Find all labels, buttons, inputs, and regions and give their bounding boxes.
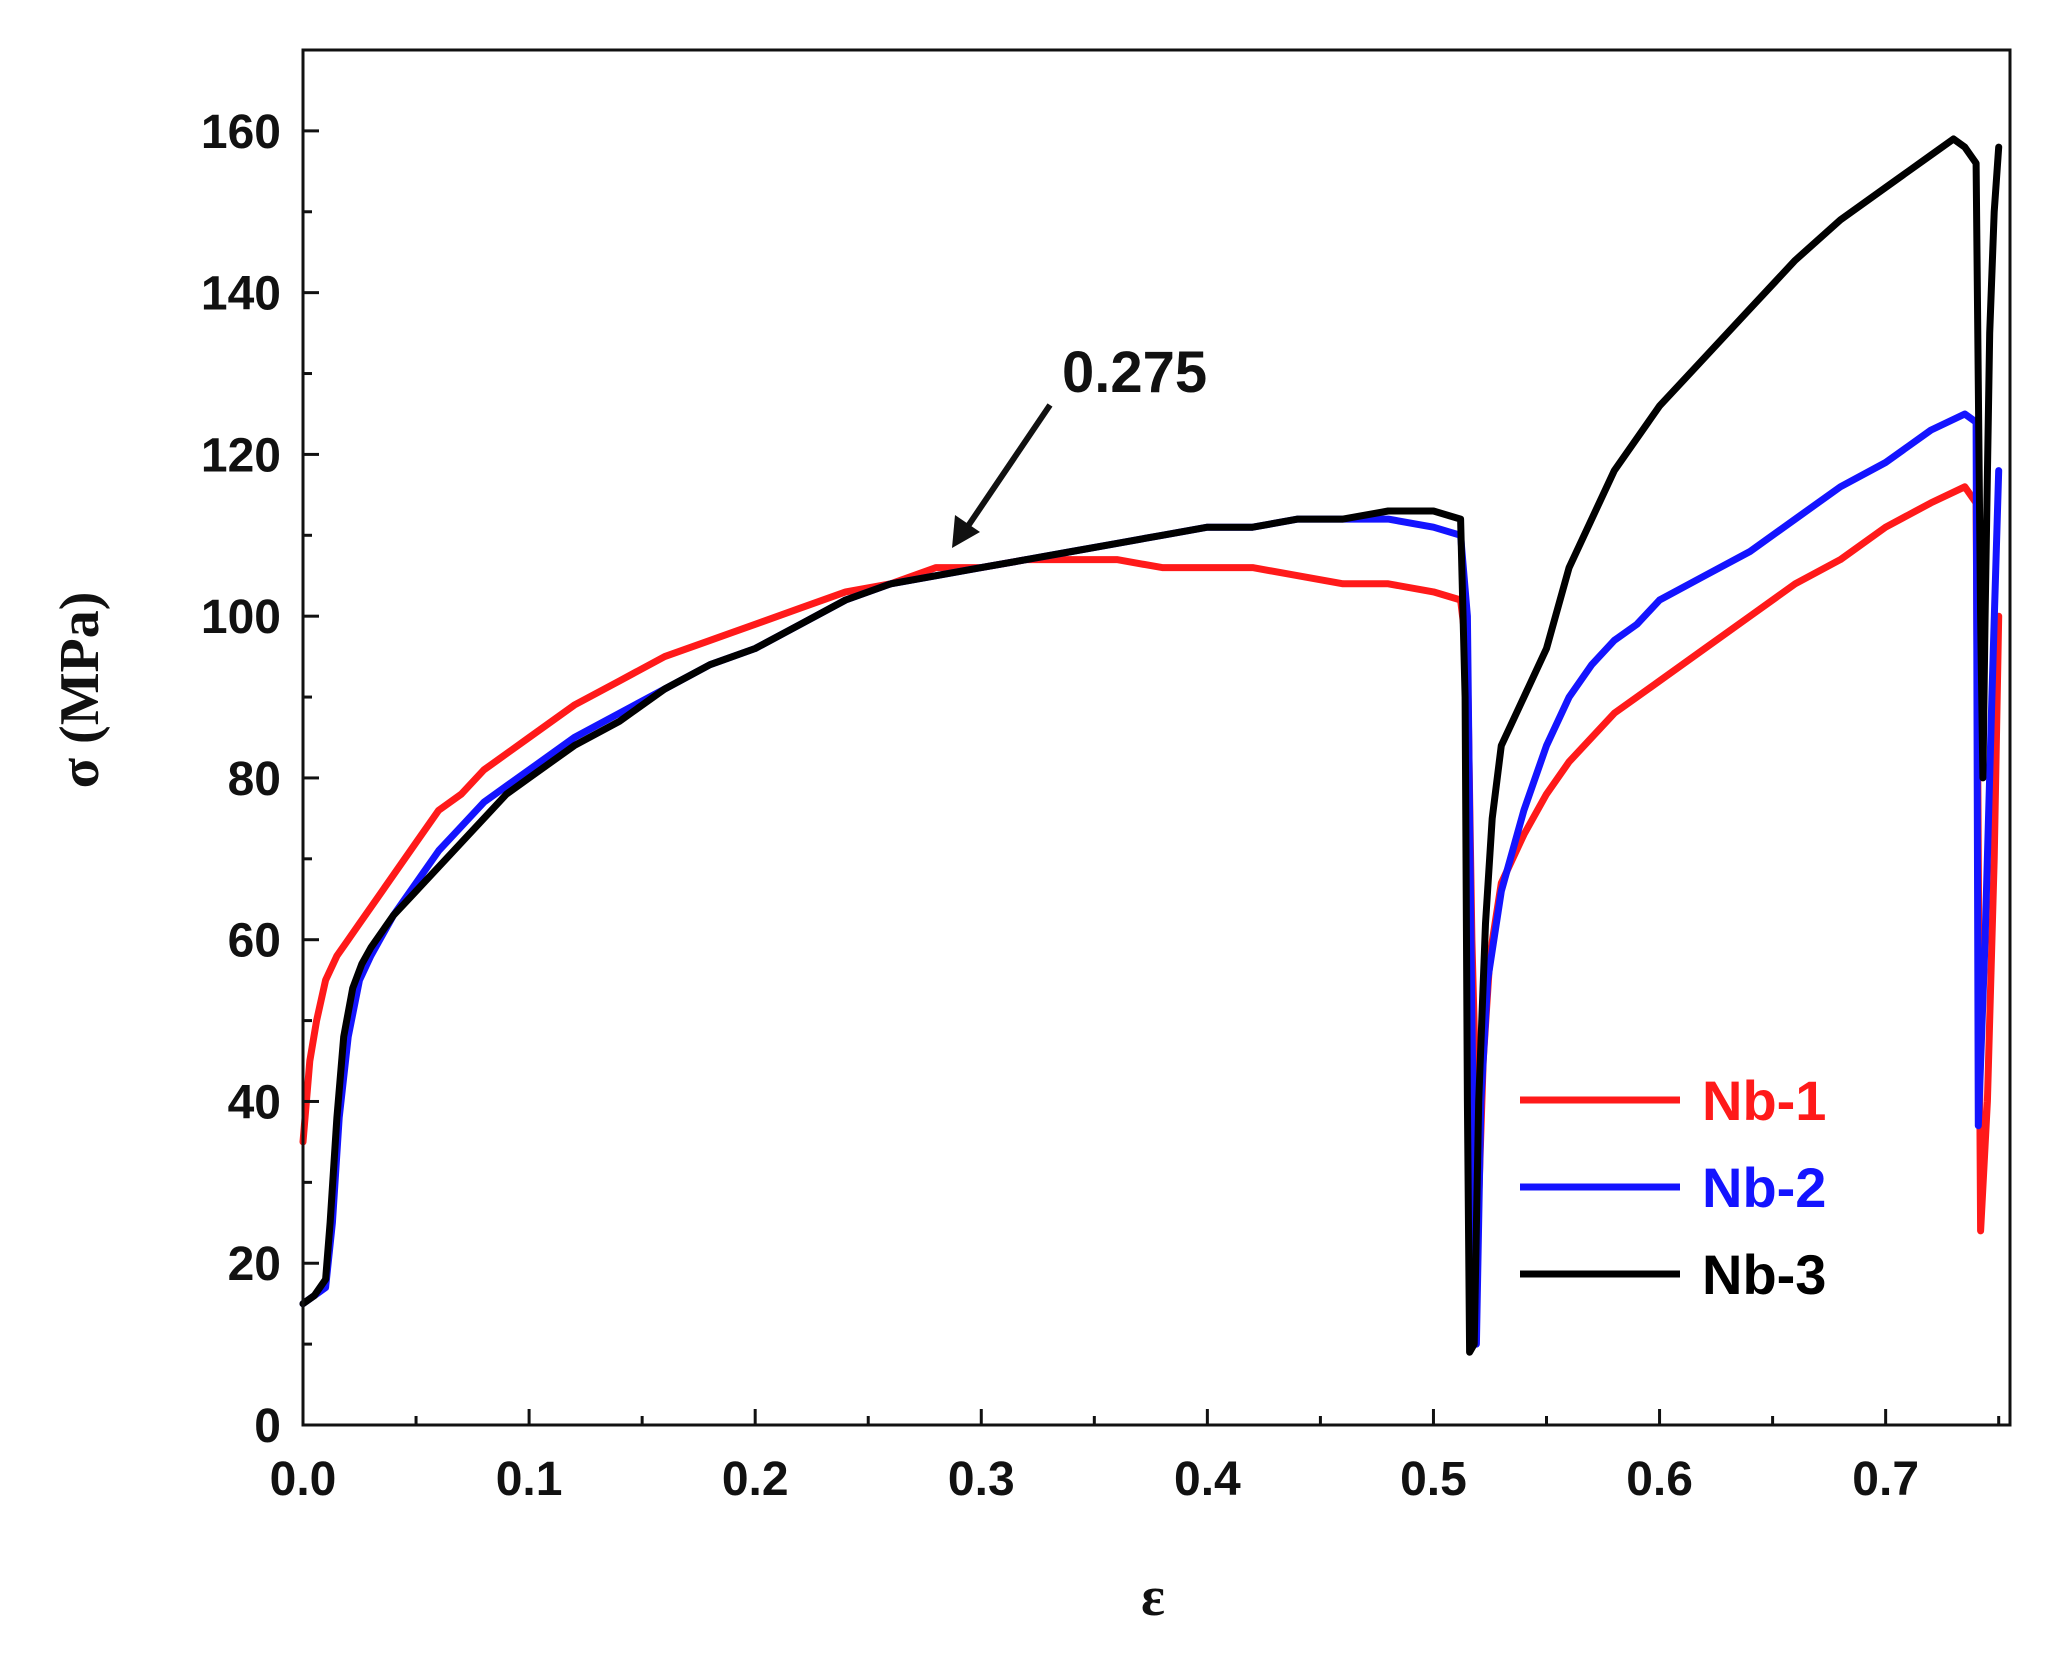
x-tick-label: 0.5 bbox=[1400, 1453, 1467, 1506]
y-axis-title: σ (MPa) bbox=[49, 592, 111, 789]
x-tick-label: 0.7 bbox=[1852, 1453, 1919, 1506]
y-tick-label: 0 bbox=[254, 1400, 281, 1453]
x-tick-label: 0.4 bbox=[1174, 1453, 1241, 1506]
legend: Nb-1 Nb-2 Nb-3 bbox=[1520, 1069, 1826, 1306]
legend-label-nb-1: Nb-1 bbox=[1702, 1069, 1826, 1132]
y-tick-label: 80 bbox=[228, 753, 281, 806]
series-line-nb-1 bbox=[299, 483, 2003, 1235]
plot-frame bbox=[301, 48, 2012, 1427]
legend-label-nb-2: Nb-2 bbox=[1702, 1156, 1826, 1219]
series-line-nb-3 bbox=[299, 135, 2003, 1356]
y-tick-label: 140 bbox=[201, 268, 281, 321]
y-tick-label: 60 bbox=[228, 915, 281, 968]
annotation-arrow-line bbox=[961, 403, 1053, 534]
x-tick-label: 0.0 bbox=[270, 1453, 337, 1506]
annotation-label: 0.275 bbox=[1062, 340, 1207, 405]
x-tick-label: 0.2 bbox=[722, 1453, 789, 1506]
legend-label-nb-3: Nb-3 bbox=[1702, 1243, 1826, 1306]
y-tick-labels: 0 20 40 60 80 100 120 140 160 bbox=[201, 106, 281, 1453]
y-tick-label: 40 bbox=[228, 1076, 281, 1129]
y-tick-label: 120 bbox=[201, 429, 281, 482]
annotation-arrow-head bbox=[952, 515, 980, 548]
x-tick-label: 0.3 bbox=[948, 1453, 1015, 1506]
annotation: 0.275 bbox=[952, 340, 1207, 548]
y-tick-label: 100 bbox=[201, 591, 281, 644]
y-tick-label: 160 bbox=[201, 106, 281, 159]
x-tick-label: 0.6 bbox=[1626, 1453, 1693, 1506]
series-layer bbox=[299, 135, 2003, 1356]
y-tick-label: 20 bbox=[228, 1238, 281, 1291]
x-tick-labels: 0.0 0.1 0.2 0.3 0.4 0.5 0.6 0.7 bbox=[270, 1453, 1919, 1506]
axis-ticks bbox=[301, 129, 2001, 1427]
x-axis-title: ε bbox=[1141, 1566, 1165, 1628]
x-tick-label: 0.1 bbox=[496, 1453, 563, 1506]
